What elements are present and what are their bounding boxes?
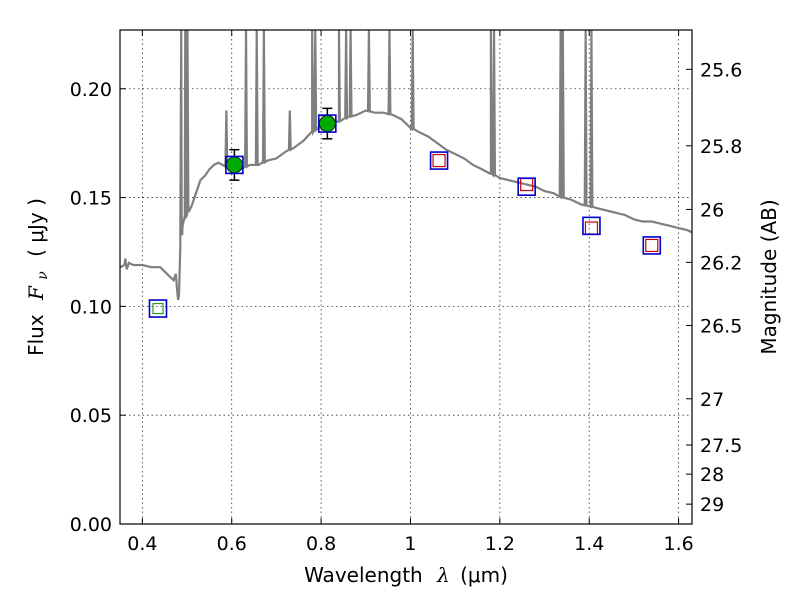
x-axis-symbol: λ bbox=[436, 563, 450, 587]
right-tick-label: 27.5 bbox=[700, 435, 742, 457]
upper-limit-marker bbox=[584, 221, 599, 235]
x-tick-label: 1.6 bbox=[663, 533, 693, 555]
x-axis-label: Wavelength λ (μm) bbox=[304, 563, 508, 587]
model-photometry-marker bbox=[517, 177, 536, 196]
y-tick-label: 0.00 bbox=[70, 514, 112, 536]
plot-frame bbox=[119, 29, 693, 525]
model-photometry-marker bbox=[429, 151, 449, 170]
right-axis-ticks: 25.6 25.8 26 26.2 26.5 27 27.5 28 29 bbox=[686, 59, 742, 516]
model-photometry-marker bbox=[582, 216, 601, 236]
right-tick-label: 28 bbox=[700, 464, 724, 486]
right-tick-label: 29 bbox=[700, 494, 724, 516]
observed-point bbox=[318, 115, 336, 132]
photometry-layer bbox=[148, 107, 662, 318]
x-tick-label: 1.4 bbox=[574, 533, 604, 555]
x-tick-label: 0.6 bbox=[217, 533, 247, 555]
x-tick-label: 1 bbox=[404, 533, 416, 555]
y-axis-symbol-sub: ν bbox=[35, 271, 51, 280]
y-axis-unit: ( μJy ) bbox=[24, 198, 48, 257]
model-photometry-marker bbox=[642, 236, 662, 255]
y-axis-symbol: F bbox=[24, 285, 48, 301]
y-axis-label-text: Flux bbox=[24, 314, 48, 356]
model-photometry-marker bbox=[225, 155, 244, 175]
right-tick-label: 27 bbox=[700, 389, 724, 411]
upper-limit-marker bbox=[432, 153, 446, 168]
right-tick-label: 26.2 bbox=[700, 252, 742, 274]
x-axis-unit: (μm) bbox=[460, 563, 508, 587]
upper-limit-marker bbox=[645, 238, 659, 253]
right-axis-label: Magnitude (AB) bbox=[757, 199, 781, 354]
x-tick-label: 0.4 bbox=[127, 533, 157, 555]
x-tick-label: 1.2 bbox=[485, 533, 515, 555]
x-axis-ticks: 0.4 0.6 0.8 1 1.2 1.4 1.6 bbox=[127, 30, 694, 555]
faint-point-marker bbox=[152, 302, 164, 315]
x-axis-label-text: Wavelength bbox=[304, 563, 423, 587]
x-tick-label: 0.8 bbox=[306, 533, 336, 555]
observed-point bbox=[225, 156, 243, 174]
sed-model-line bbox=[120, 30, 692, 301]
model-photometry-marker bbox=[318, 114, 337, 133]
right-tick-label: 26 bbox=[700, 199, 724, 221]
right-tick-label: 25.8 bbox=[700, 136, 742, 158]
y-tick-label: 0.05 bbox=[70, 405, 112, 427]
sed-model-layer bbox=[120, 30, 692, 301]
y-tick-label: 0.20 bbox=[70, 79, 112, 101]
y-tick-label: 0.10 bbox=[70, 296, 112, 318]
y-axis-label: Flux F ν ( μJy ) bbox=[24, 198, 52, 356]
model-photometry-marker bbox=[148, 299, 168, 318]
right-tick-label: 25.6 bbox=[700, 59, 742, 81]
y-tick-label: 0.15 bbox=[70, 188, 112, 210]
right-tick-label: 26.5 bbox=[700, 316, 742, 338]
grid-lines bbox=[120, 30, 692, 525]
y-axis-ticks: 0.00 0.05 0.10 0.15 0.20 bbox=[70, 79, 126, 536]
